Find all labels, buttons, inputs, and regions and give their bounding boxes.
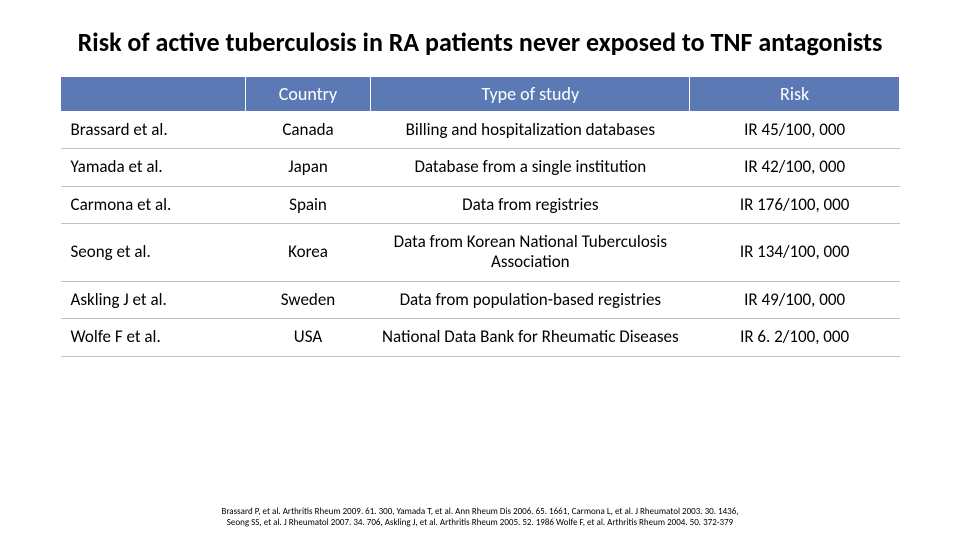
citation-line-2: Seong SS, et al. J Rheumatol 2007. 34. 7…	[227, 517, 733, 528]
citation-footer: Brassard P, et al. Arthritis Rheum 2009.…	[0, 506, 960, 529]
cell-author: Brassard et al.	[61, 111, 246, 148]
cell-risk: IR 6. 2/100, 000	[690, 319, 900, 356]
cell-study: Database from a single institution	[371, 149, 690, 186]
cell-author: Carmona et al.	[61, 186, 246, 223]
col-header-author	[61, 76, 246, 111]
table-row: Brassard et al. Canada Billing and hospi…	[61, 111, 900, 148]
cell-risk: IR 176/100, 000	[690, 186, 900, 223]
cell-study: National Data Bank for Rheumatic Disease…	[371, 319, 690, 356]
col-header-risk: Risk	[690, 76, 900, 111]
cell-study: Data from registries	[371, 186, 690, 223]
cell-country: Japan	[245, 149, 371, 186]
cell-study: Billing and hospitalization databases	[371, 111, 690, 148]
table-header-row: Country Type of study Risk	[61, 76, 900, 111]
cell-study: Data from Korean National Tuberculosis A…	[371, 224, 690, 282]
cell-author: Wolfe F et al.	[61, 319, 246, 356]
cell-author: Yamada et al.	[61, 149, 246, 186]
citation-line-1: Brassard P, et al. Arthritis Rheum 2009.…	[221, 506, 738, 517]
cell-risk: IR 45/100, 000	[690, 111, 900, 148]
table-row: Yamada et al. Japan Database from a sing…	[61, 149, 900, 186]
table-row: Wolfe F et al. USA National Data Bank fo…	[61, 319, 900, 356]
cell-risk: IR 134/100, 000	[690, 224, 900, 282]
tb-risk-table: Country Type of study Risk Brassard et a…	[60, 76, 900, 357]
cell-risk: IR 42/100, 000	[690, 149, 900, 186]
slide: Risk of active tuberculosis in RA patien…	[0, 0, 960, 540]
cell-country: Korea	[245, 224, 371, 282]
cell-country: Spain	[245, 186, 371, 223]
table-row: Carmona et al. Spain Data from registrie…	[61, 186, 900, 223]
table-row: Seong et al. Korea Data from Korean Nati…	[61, 224, 900, 282]
col-header-country: Country	[245, 76, 371, 111]
col-header-study: Type of study	[371, 76, 690, 111]
cell-country: Sweden	[245, 281, 371, 318]
cell-author: Askling J et al.	[61, 281, 246, 318]
cell-country: Canada	[245, 111, 371, 148]
cell-study: Data from population-based registries	[371, 281, 690, 318]
cell-risk: IR 49/100, 000	[690, 281, 900, 318]
slide-title: Risk of active tuberculosis in RA patien…	[60, 28, 900, 58]
table-row: Askling J et al. Sweden Data from popula…	[61, 281, 900, 318]
cell-author: Seong et al.	[61, 224, 246, 282]
cell-country: USA	[245, 319, 371, 356]
